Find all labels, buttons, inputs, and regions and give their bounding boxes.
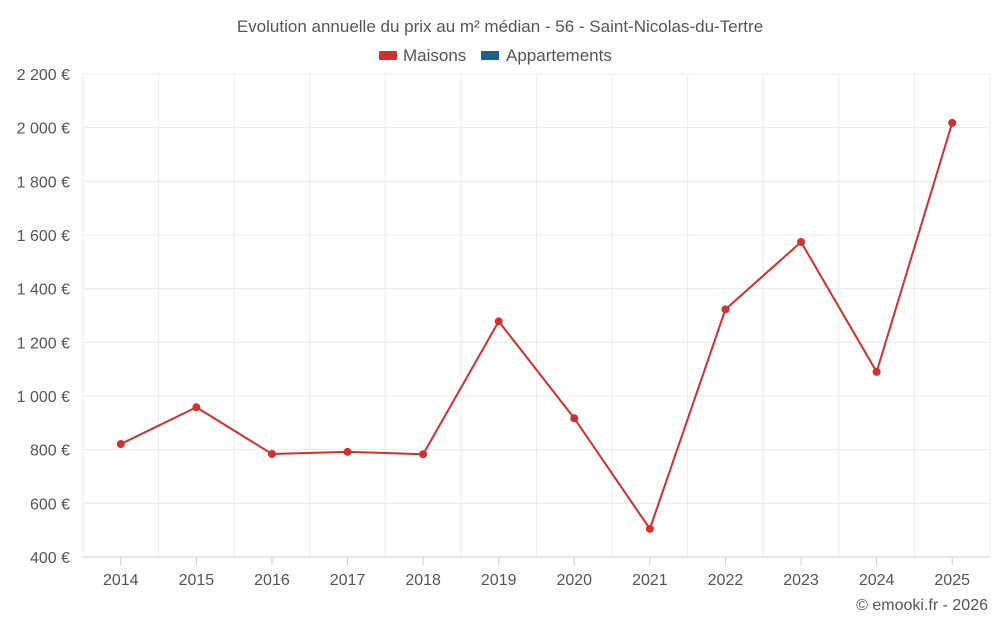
y-tick-label: 2 200 € [17,67,70,84]
data-point[interactable] [645,524,654,533]
y-tick-label: 400 € [30,550,70,567]
y-tick-label: 1 400 € [17,282,70,299]
legend: Maisons Appartements [379,46,612,65]
data-point[interactable] [116,440,125,449]
series-maisons [116,118,957,533]
data-point[interactable] [872,367,881,376]
data-point[interactable] [797,237,806,246]
data-point[interactable] [570,414,579,423]
x-tick-label: 2022 [708,572,744,589]
x-tick-label: 2020 [556,572,592,589]
data-point[interactable] [494,317,503,326]
data-point[interactable] [267,449,276,458]
x-tick-label: 2024 [859,572,895,589]
y-tick-label: 1 000 € [17,389,70,406]
data-point[interactable] [419,450,428,459]
legend-item-appartements[interactable]: Appartements [481,46,612,65]
x-tick-label: 2016 [254,572,290,589]
y-tick-label: 600 € [30,496,70,513]
legend-label-maisons: Maisons [403,46,466,65]
y-tick-label: 1 800 € [17,174,70,191]
legend-swatch-maisons [379,51,397,60]
x-tick-label: 2017 [330,572,366,589]
data-point[interactable] [948,118,957,127]
grid [82,73,991,557]
chart-title: Evolution annuelle du prix au m² médian … [237,17,763,36]
x-tick-label: 2015 [179,572,215,589]
legend-swatch-appartements [481,51,499,60]
x-tick-label: 2023 [783,572,819,589]
x-tick-label: 2019 [481,572,517,589]
data-point[interactable] [343,447,352,456]
x-tick-label: 2025 [934,572,970,589]
x-tick-label: 2014 [103,572,139,589]
legend-item-maisons[interactable]: Maisons [379,46,466,65]
y-tick-label: 800 € [30,443,70,460]
x-tick-label: 2021 [632,572,668,589]
x-tick-label: 2018 [405,572,441,589]
y-tick-label: 2 000 € [17,121,70,138]
data-point[interactable] [192,403,201,412]
y-tick-label: 1 200 € [17,335,70,352]
y-tick-label: 1 600 € [17,228,70,245]
credit-text: © emooki.fr - 2026 [856,597,988,614]
axes: 400 € 600 € 800 € 1 000 € 1 200 € 1 400 € 1 60… [17,67,990,589]
data-point[interactable] [721,305,730,314]
legend-label-appartements: Appartements [506,46,612,65]
series-line-maisons [120,122,954,530]
